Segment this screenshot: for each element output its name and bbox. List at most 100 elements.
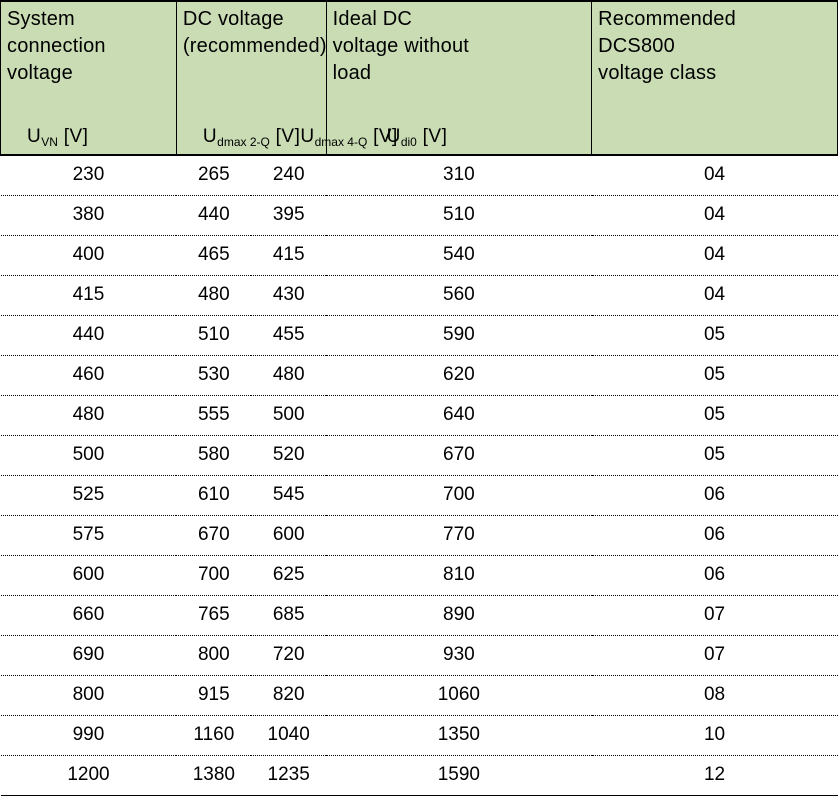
table-cell: 265 [176, 155, 251, 196]
table-body: 2302652403100438044039551004400465415540… [1, 155, 838, 796]
sym-unit: [V] [276, 126, 301, 147]
table-row: 120013801235159012 [1, 756, 838, 796]
table-row: 46053048062005 [1, 356, 838, 396]
table-cell: 685 [251, 596, 326, 636]
table-cell: 670 [326, 436, 592, 476]
col-header-system-connection-voltage: System connection voltage UVN [V] [1, 1, 177, 155]
table-cell: 1160 [176, 716, 251, 756]
table-row: 99011601040135010 [1, 716, 838, 756]
sym-base: U [387, 126, 401, 147]
table-cell: 12 [592, 756, 838, 796]
table-cell: 430 [251, 276, 326, 316]
table-cell: 230 [1, 155, 177, 196]
hdr-line: DC voltage [183, 8, 284, 30]
table-cell: 240 [251, 155, 326, 196]
table-cell: 930 [326, 636, 592, 676]
hdr-line: connection [7, 35, 106, 57]
table-cell: 770 [326, 516, 592, 556]
table-cell: 600 [1, 556, 177, 596]
sym-sub: di0 [401, 135, 417, 149]
hdr-line: voltage [7, 62, 73, 84]
table-cell: 480 [1, 396, 177, 436]
table-row: 40046541554004 [1, 236, 838, 276]
table-cell: 545 [251, 476, 326, 516]
table-cell: 500 [251, 396, 326, 436]
table-cell: 610 [176, 476, 251, 516]
table-cell: 690 [1, 636, 177, 676]
table-cell: 765 [176, 596, 251, 636]
table-cell: 700 [326, 476, 592, 516]
table-cell: 520 [251, 436, 326, 476]
hdr-line: DCS800 [598, 35, 675, 57]
symbol-udmax2q: Udmax 2-Q [V] [183, 122, 300, 148]
sym-sub: dmax 2-Q [217, 135, 270, 149]
table-cell: 600 [251, 516, 326, 556]
table-cell: 05 [592, 396, 838, 436]
table-cell: 620 [326, 356, 592, 396]
sym-sub: dmax 4-Q [315, 135, 368, 149]
table-cell: 890 [326, 596, 592, 636]
sym-base: U [203, 126, 217, 147]
table-cell: 500 [1, 436, 177, 476]
table-cell: 480 [176, 276, 251, 316]
table-cell: 1060 [326, 676, 592, 716]
table-cell: 1235 [251, 756, 326, 796]
table-cell: 06 [592, 476, 838, 516]
table-cell: 525 [1, 476, 177, 516]
sym-unit: [V] [423, 126, 448, 147]
table-cell: 04 [592, 276, 838, 316]
table-row: 23026524031004 [1, 155, 838, 196]
table-cell: 04 [592, 155, 838, 196]
table-cell: 1380 [176, 756, 251, 796]
hdr-line: (recommended) [183, 35, 327, 57]
table-row: 69080072093007 [1, 636, 838, 676]
table-cell: 540 [326, 236, 592, 276]
table-cell: 380 [1, 196, 177, 236]
table-cell: 1590 [326, 756, 592, 796]
symbol-uvn: UVN [V] [7, 122, 170, 148]
hdr-line: Ideal DC [333, 8, 412, 30]
table-row: 48055550064005 [1, 396, 838, 436]
table-cell: 400 [1, 236, 177, 276]
sym-sub: VN [41, 135, 58, 149]
table-row: 52561054570006 [1, 476, 838, 516]
hdr-line: voltage without [333, 35, 469, 57]
table: System connection voltage UVN [V] DC vol… [0, 0, 838, 796]
table-cell: 04 [592, 196, 838, 236]
table-cell: 06 [592, 516, 838, 556]
hdr-line: System [7, 8, 75, 30]
table-cell: 580 [176, 436, 251, 476]
table-cell: 590 [326, 316, 592, 356]
table-cell: 04 [592, 236, 838, 276]
hdr-line: Recommended [598, 8, 736, 30]
table-cell: 670 [176, 516, 251, 556]
table-cell: 1200 [1, 756, 177, 796]
sym-base: U [300, 126, 314, 147]
col-header-recommended-class: Recommended DCS800 voltage class [592, 1, 838, 155]
table-cell: 555 [176, 396, 251, 436]
table-cell: 915 [176, 676, 251, 716]
table-cell: 810 [326, 556, 592, 596]
table-cell: 800 [1, 676, 177, 716]
table-cell: 415 [251, 236, 326, 276]
table-row: 38044039551004 [1, 196, 838, 236]
table-cell: 05 [592, 436, 838, 476]
table-cell: 07 [592, 596, 838, 636]
table-cell: 05 [592, 316, 838, 356]
table-row: 66076568589007 [1, 596, 838, 636]
table-row: 57567060077006 [1, 516, 838, 556]
table-cell: 415 [1, 276, 177, 316]
col-header-dc-voltage-recommended: DC voltage (recommended) Udmax 2-Q [V] U… [176, 1, 326, 155]
table-cell: 560 [326, 276, 592, 316]
table-cell: 530 [176, 356, 251, 396]
table-cell: 440 [1, 316, 177, 356]
table-cell: 480 [251, 356, 326, 396]
symbol-udmax4q: Udmax 4-Q [V] [300, 122, 397, 148]
symbol-empty [598, 122, 831, 148]
table-row: 60070062581006 [1, 556, 838, 596]
table-cell: 08 [592, 676, 838, 716]
table-cell: 700 [176, 556, 251, 596]
sym-base: U [27, 126, 41, 147]
table-cell: 10 [592, 716, 838, 756]
voltage-table: System connection voltage UVN [V] DC vol… [0, 0, 838, 796]
